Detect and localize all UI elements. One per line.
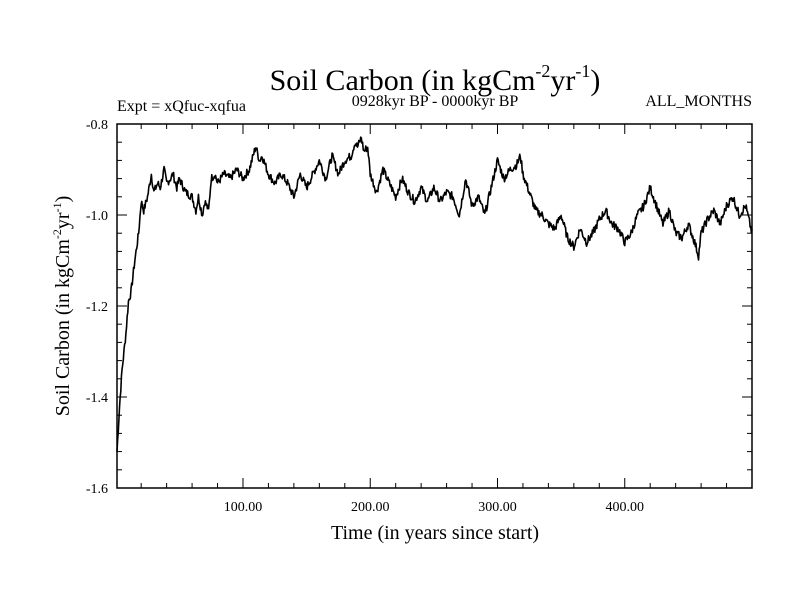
- y-tick-label: -1.0: [86, 209, 108, 224]
- time-range-label: 0928kyr BP - 0000kyr BP: [352, 93, 519, 110]
- x-tick-label: 200.00: [351, 500, 390, 515]
- y-tick-labels: -1.6 -1.4 -1.2 -1.0 -0.8: [86, 118, 108, 497]
- x-tick-label: 400.00: [605, 500, 644, 515]
- y-tick-label: -1.2: [86, 300, 108, 315]
- x-tick-label: 100.00: [224, 500, 263, 515]
- x-tick-labels: 100.00 200.00 300.00 400.00: [224, 500, 644, 515]
- y-tick-label: -1.4: [86, 391, 108, 406]
- months-label: ALL_MONTHS: [645, 93, 752, 110]
- axis-ticks: [117, 123, 752, 489]
- y-axis-label: Soil Carbon (in kgCm-2yr-1): [50, 196, 74, 417]
- y-tick-label: -0.8: [86, 118, 108, 133]
- x-axis-label: Time (in years since start): [331, 522, 539, 544]
- experiment-label: Expt = xQfuc-xqfua: [117, 98, 246, 115]
- soil-carbon-series-line: [116, 136, 753, 452]
- chart-title: Soil Carbon (in kgCm-2yr-1): [270, 61, 601, 97]
- x-tick-label: 300.00: [478, 500, 517, 515]
- y-tick-label: -1.6: [86, 482, 108, 497]
